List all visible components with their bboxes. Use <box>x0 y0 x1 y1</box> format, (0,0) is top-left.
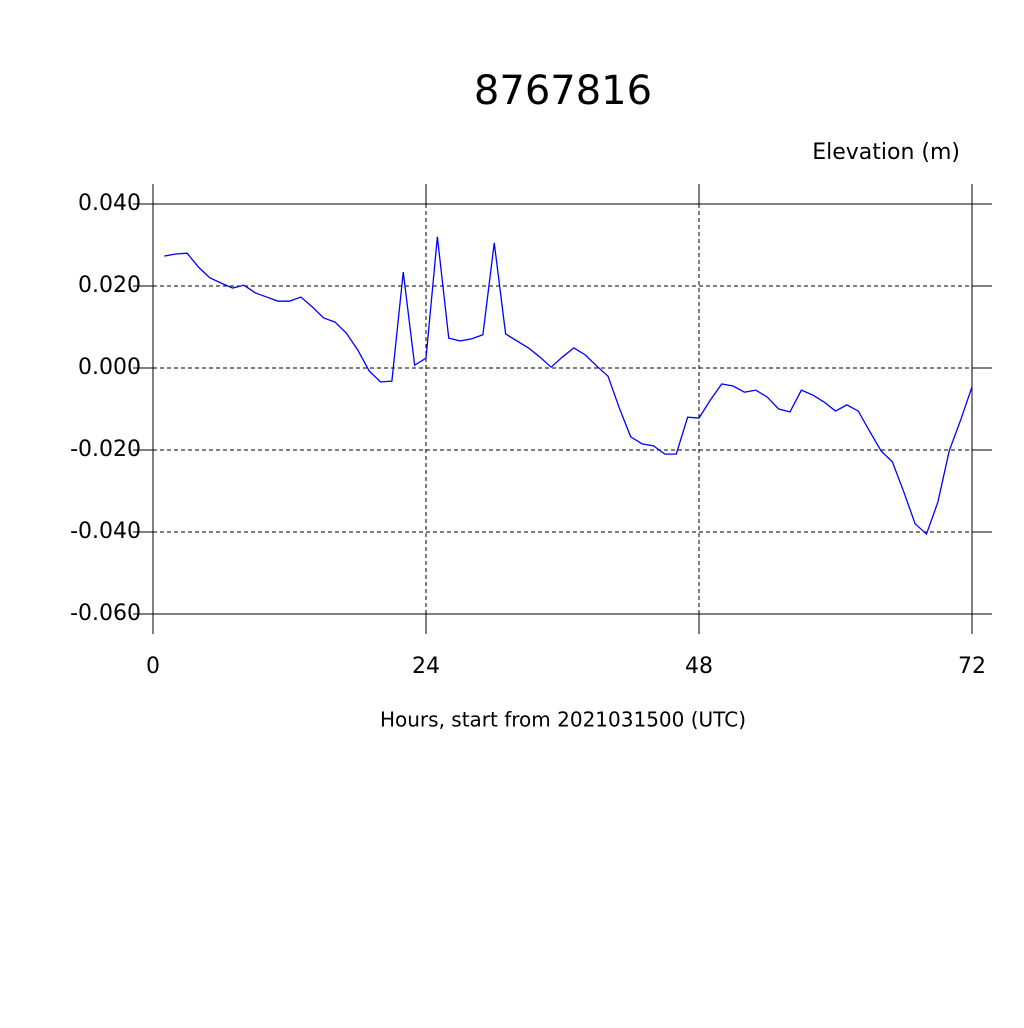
chart-subtitle: Elevation (m) <box>812 140 960 165</box>
y-tick-label: -0.040 <box>70 519 141 544</box>
data-line <box>164 236 973 536</box>
x-tick-label: 48 <box>685 654 713 679</box>
x-tick-label: 0 <box>146 654 160 679</box>
y-tick-label: 0.000 <box>78 355 141 380</box>
x-tick-label: 24 <box>412 654 440 679</box>
chart-title: 8767816 <box>474 68 652 114</box>
x-axis-label: Hours, start from 2021031500 (UTC) <box>380 708 746 732</box>
y-tick-label: 0.020 <box>78 273 141 298</box>
y-tick-label: -0.060 <box>70 601 141 626</box>
y-tick-label: -0.020 <box>70 437 141 462</box>
x-tick-label: 72 <box>958 654 986 679</box>
y-tick-label: 0.040 <box>78 191 141 216</box>
